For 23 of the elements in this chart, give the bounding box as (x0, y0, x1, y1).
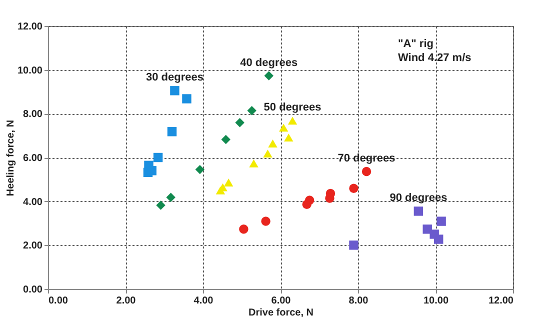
y-axis-title: Heeling force, N (5, 120, 16, 196)
x-tick-label: 12.00 (488, 296, 514, 306)
y-tick-label: 8.00 (23, 109, 43, 120)
y-tick-label: 6.00 (23, 153, 43, 164)
y-tick-label: 4.00 (23, 196, 43, 208)
series-label: 70 degrees (338, 152, 396, 165)
annotation: "A" rig (398, 38, 434, 50)
series-label: 90 degrees (390, 192, 448, 204)
y-tick-label: 2.00 (23, 240, 43, 252)
x-tick-label: 6.00 (271, 296, 292, 306)
series-label: 30 degrees (146, 72, 204, 84)
y-tick-label: 12.00 (17, 22, 43, 32)
x-tick-label: 2.00 (116, 296, 136, 306)
series-label: 40 degrees (240, 56, 298, 69)
annotation: Wind 4.27 m/s (398, 52, 472, 64)
series-label: 50 degrees (264, 102, 322, 114)
x-tick-label: 8.00 (348, 296, 369, 306)
x-tick-label: 10.00 (423, 296, 449, 306)
x-axis-title: Drive force, N (248, 308, 314, 318)
y-tick-label: 10.00 (17, 65, 43, 76)
y-tick-label: 0.00 (23, 284, 43, 296)
x-tick-label: 4.00 (194, 296, 214, 306)
x-tick-label: 0.00 (48, 296, 68, 306)
